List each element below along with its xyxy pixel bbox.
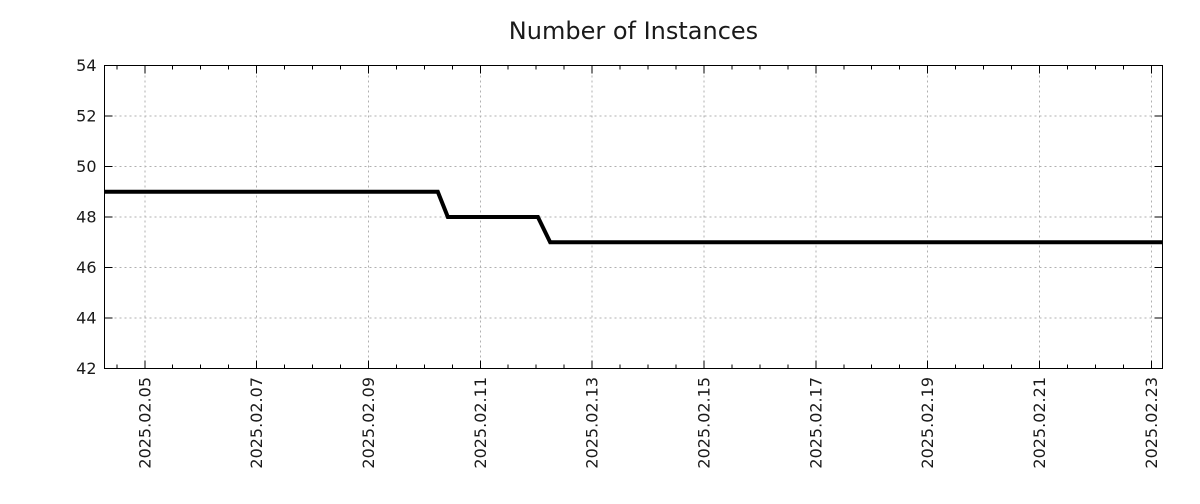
y-tick-label: 46 [76, 258, 96, 277]
chart-title: Number of Instances [509, 17, 758, 45]
plot-border [104, 65, 1163, 369]
y-tick-label: 52 [76, 107, 96, 126]
y-tick-label: 50 [76, 157, 96, 176]
y-tick-label: 42 [76, 359, 96, 378]
x-tick-label: 2025.02.17 [806, 377, 825, 469]
x-tick-label: 2025.02.13 [583, 377, 602, 469]
x-tick-label: 2025.02.09 [359, 377, 378, 469]
x-tick-label: 2025.02.15 [694, 377, 713, 469]
x-tick-label: 2025.02.21 [1030, 377, 1049, 469]
y-tick-label: 48 [76, 208, 96, 227]
x-tick-label: 2025.02.05 [135, 377, 154, 469]
series-line-instances [104, 189, 1163, 245]
x-tick-label: 2025.02.19 [918, 377, 937, 469]
x-tick-label: 2025.02.11 [471, 377, 490, 469]
y-tick-label: 44 [76, 309, 96, 328]
x-tick-label: 2025.02.07 [247, 377, 266, 469]
x-tick-label: 2025.02.23 [1142, 377, 1161, 469]
y-tick-label: 54 [76, 56, 96, 75]
